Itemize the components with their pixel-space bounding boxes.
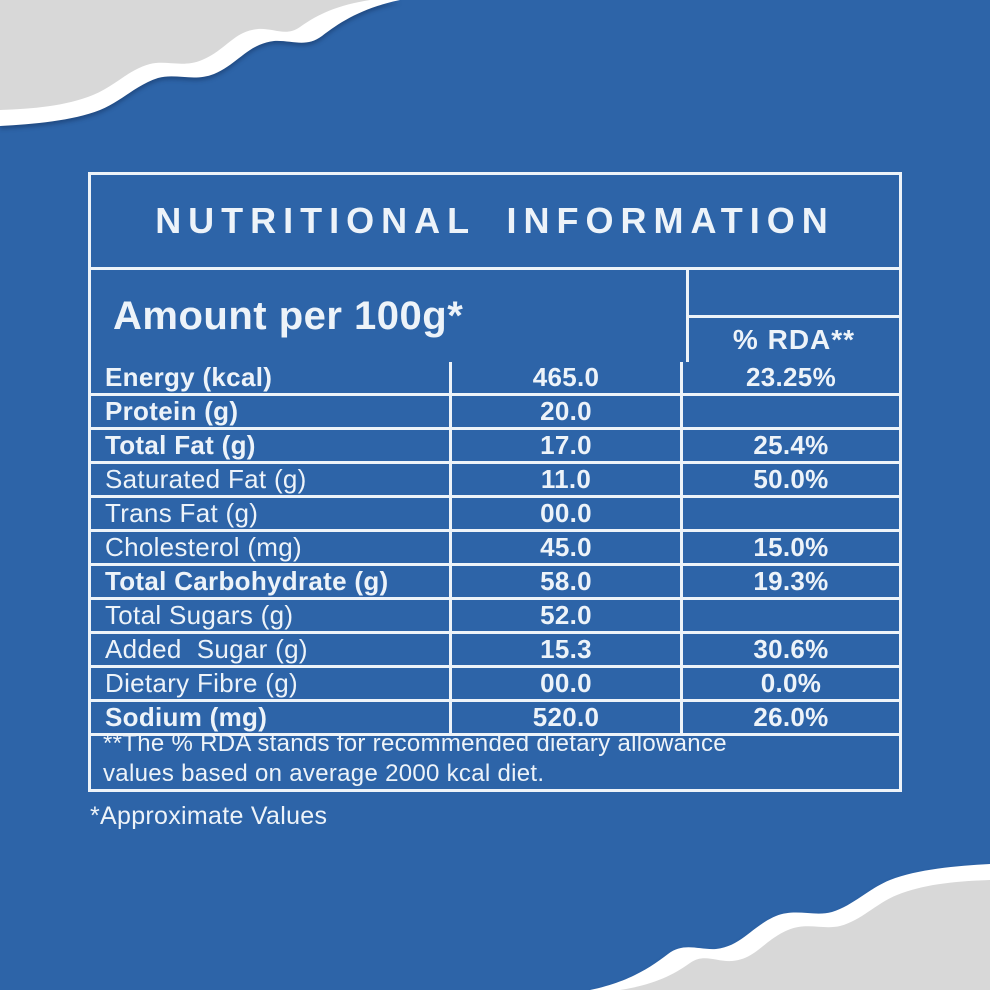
rda-header: % RDA** xyxy=(732,324,856,355)
nutrient-row-saturated-fat: Saturated Fat (g) 11.0 50.0% xyxy=(91,464,899,498)
nutrient-label: Total Carbohydrate (g) xyxy=(91,566,452,597)
nutrient-label: Dietary Fibre (g) xyxy=(91,668,452,699)
nutrient-rda: 23.25% xyxy=(746,362,836,392)
nutrient-row-trans-fat: Trans Fat (g) 00.0 xyxy=(91,498,899,532)
nutrient-rda: 15.0% xyxy=(753,532,829,562)
nutrient-rda xyxy=(683,396,899,427)
nutrient-rda: 30.6% xyxy=(753,634,829,664)
nutrient-rda xyxy=(683,498,899,529)
wave-stripe-top-left xyxy=(0,0,400,126)
nutrient-row-total-sugars: Total Sugars (g) 52.0 xyxy=(91,600,899,634)
nutrient-rda xyxy=(683,600,899,631)
nutrient-value: 520.0 xyxy=(452,702,683,733)
nutrient-label: Trans Fat (g) xyxy=(91,498,452,529)
nutrient-label: Protein (g) xyxy=(91,396,452,427)
wave-stripe-bottom-right xyxy=(590,864,990,990)
rda-spacer-cell xyxy=(689,270,899,318)
nutrient-rda: 25.4% xyxy=(753,430,829,460)
nutrient-row-total-carbohydrate: Total Carbohydrate (g) 58.0 19.3% xyxy=(91,566,899,600)
nutrient-value: 00.0 xyxy=(452,498,683,529)
nutrient-value: 45.0 xyxy=(452,532,683,563)
nutrient-rda: 50.0% xyxy=(753,464,829,494)
nutrient-label: Sodium (mg) xyxy=(91,702,452,733)
nutrient-row-added-sugar: Added Sugar (g) 15.3 30.6% xyxy=(91,634,899,668)
wave-gray-bottom-right xyxy=(620,880,990,990)
nutrient-rows: Energy (kcal) 465.0 23.25% Protein (g) 2… xyxy=(91,362,899,736)
table-header-row: Amount per 100g* % RDA** xyxy=(91,270,899,362)
nutrient-rda: 26.0% xyxy=(753,702,829,732)
nutrient-value: 52.0 xyxy=(452,600,683,631)
nutrition-table: NUTRITIONAL INFORMATION Amount per 100g*… xyxy=(88,172,902,792)
nutrient-label: Total Sugars (g) xyxy=(91,600,452,631)
nutrient-value: 58.0 xyxy=(452,566,683,597)
rda-header-column: % RDA** xyxy=(689,270,899,362)
rda-footnote-line1: **The % RDA stands for recommended dieta… xyxy=(103,730,727,757)
nutrient-row-energy: Energy (kcal) 465.0 23.25% xyxy=(91,362,899,396)
nutrient-row-sodium: Sodium (mg) 520.0 26.0% xyxy=(91,702,899,736)
nutrient-row-cholesterol: Cholesterol (mg) 45.0 15.0% xyxy=(91,532,899,566)
nutrient-label: Added Sugar (g) xyxy=(91,634,452,665)
nutrient-rda: 19.3% xyxy=(753,566,829,596)
nutrient-value: 15.3 xyxy=(452,634,683,665)
wave-gray-top-left xyxy=(0,0,370,110)
nutrient-row-dietary-fibre: Dietary Fibre (g) 00.0 0.0% xyxy=(91,668,899,702)
nutrient-value: 00.0 xyxy=(452,668,683,699)
rda-footnote: **The % RDA stands for recommended dieta… xyxy=(91,729,899,789)
nutrient-label: Cholesterol (mg) xyxy=(91,532,452,563)
nutrient-rda: 0.0% xyxy=(760,668,822,698)
approximate-values-note: *Approximate Values xyxy=(90,802,328,830)
nutrient-value: 11.0 xyxy=(452,464,683,495)
table-title: NUTRITIONAL INFORMATION xyxy=(91,175,899,270)
nutrient-row-protein: Protein (g) 20.0 xyxy=(91,396,899,430)
nutrient-value: 465.0 xyxy=(452,362,683,393)
nutrient-value: 20.0 xyxy=(452,396,683,427)
wave-decoration-bottom-right xyxy=(590,864,990,990)
wave-decoration-top-left xyxy=(0,0,400,126)
nutrient-label: Total Fat (g) xyxy=(91,430,452,461)
rda-footnote-line2: values based on average 2000 kcal diet. xyxy=(103,760,545,787)
nutrient-label: Energy (kcal) xyxy=(91,362,452,393)
nutrient-row-total-fat: Total Fat (g) 17.0 25.4% xyxy=(91,430,899,464)
nutrient-label: Saturated Fat (g) xyxy=(91,464,452,495)
nutrient-value: 17.0 xyxy=(452,430,683,461)
amount-per-header: Amount per 100g* xyxy=(91,270,689,362)
